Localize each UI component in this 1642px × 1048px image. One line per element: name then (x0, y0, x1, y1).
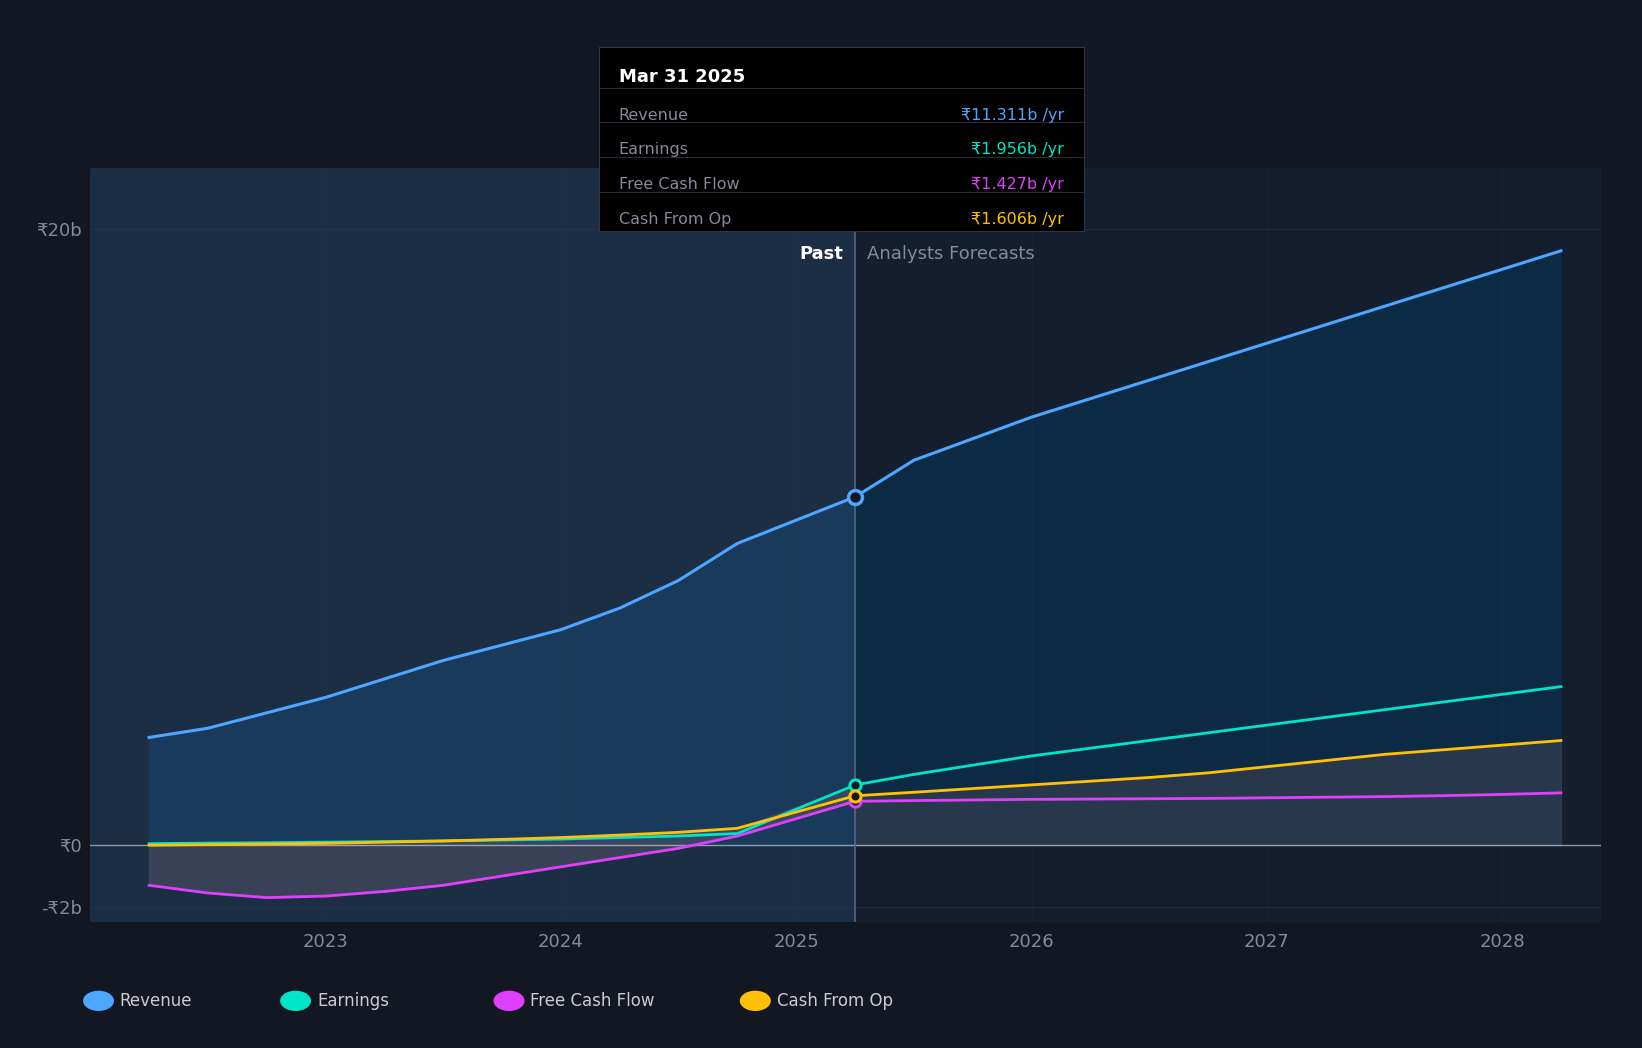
Text: Cash From Op: Cash From Op (777, 991, 893, 1010)
Text: Earnings: Earnings (619, 143, 688, 157)
Bar (855, 168, 1601, 922)
Text: Revenue: Revenue (619, 108, 688, 123)
Text: Free Cash Flow: Free Cash Flow (530, 991, 655, 1010)
Text: ₹1.427b /yr: ₹1.427b /yr (972, 177, 1064, 192)
Text: Free Cash Flow: Free Cash Flow (619, 177, 739, 192)
Text: ₹11.311b /yr: ₹11.311b /yr (961, 108, 1064, 123)
Text: Analysts Forecasts: Analysts Forecasts (867, 244, 1034, 263)
Text: ₹1.606b /yr: ₹1.606b /yr (972, 212, 1064, 227)
Text: ₹1.956b /yr: ₹1.956b /yr (972, 143, 1064, 157)
Text: Earnings: Earnings (317, 991, 389, 1010)
Text: Cash From Op: Cash From Op (619, 212, 731, 227)
Text: Revenue: Revenue (120, 991, 192, 1010)
Text: Past: Past (800, 244, 844, 263)
Bar (90, 168, 855, 922)
Text: Mar 31 2025: Mar 31 2025 (619, 67, 745, 86)
